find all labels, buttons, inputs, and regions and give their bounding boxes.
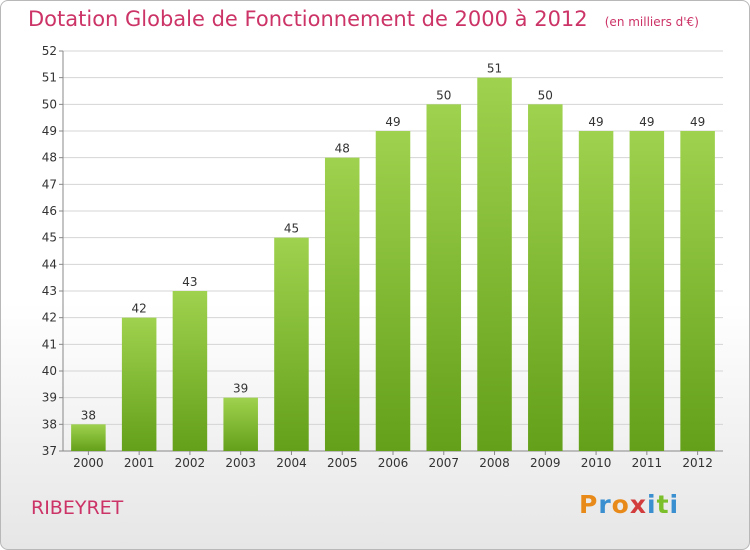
x-tick-label: 2001 xyxy=(124,456,155,470)
data-label: 49 xyxy=(639,115,654,129)
y-tick-label: 38 xyxy=(42,417,57,431)
labels: 37 38 39 40 41 42 43 44 45 46 47 48 49 50 51 52 38 2000 42… xyxy=(42,44,713,470)
x-tick-label: 2004 xyxy=(276,456,307,470)
data-label: 50 xyxy=(436,88,451,102)
bar-2006 xyxy=(375,131,411,451)
y-tick-label: 48 xyxy=(42,151,57,165)
y-tick-label: 44 xyxy=(42,257,57,271)
logo-letter: i xyxy=(647,490,657,519)
commune-name: RIBEYRET xyxy=(31,497,124,519)
bars xyxy=(71,77,715,452)
logo-letter: o xyxy=(611,490,630,519)
y-tick-label: 50 xyxy=(42,97,57,111)
x-tick-label: 2008 xyxy=(479,456,510,470)
logo-letter: t xyxy=(656,490,670,519)
y-tick-label: 40 xyxy=(42,364,57,378)
y-tick-label: 37 xyxy=(42,444,57,458)
y-tick-label: 46 xyxy=(42,204,57,218)
bar-2005 xyxy=(324,157,360,451)
data-label: 49 xyxy=(690,115,705,129)
data-label: 43 xyxy=(182,275,197,289)
bar-2008 xyxy=(477,77,512,452)
x-tick-label: 2011 xyxy=(632,456,663,470)
data-label: 39 xyxy=(233,382,248,396)
y-tick-label: 42 xyxy=(42,311,57,325)
x-tick-label: 2006 xyxy=(378,456,409,470)
logo-letter: x xyxy=(629,490,647,519)
data-label: 49 xyxy=(588,115,603,129)
data-label: 51 xyxy=(487,62,502,76)
bar-2002 xyxy=(172,291,208,451)
logo-letter: P xyxy=(579,490,599,519)
data-label: 45 xyxy=(284,222,299,236)
y-tick-label: 39 xyxy=(42,391,57,405)
logo-letter: i xyxy=(669,490,680,519)
logo-letter: r xyxy=(598,490,612,519)
data-label: 48 xyxy=(335,142,350,156)
chart-title: Dotation Globale de Fonctionnement de 20… xyxy=(28,7,699,31)
bar-2009 xyxy=(528,104,563,451)
bar-2010 xyxy=(578,131,614,451)
bar-2003 xyxy=(223,397,258,451)
x-tick-label: 2002 xyxy=(175,456,206,470)
bar-2012 xyxy=(680,131,715,451)
chart-unit-label: (en milliers d'€) xyxy=(604,15,699,29)
x-tick-label: 2000 xyxy=(73,456,104,470)
x-tick-label: 2005 xyxy=(327,456,358,470)
x-tick-label: 2007 xyxy=(428,456,459,470)
x-tick-label: 2003 xyxy=(225,456,256,470)
bar-2011 xyxy=(629,131,665,451)
bar-2001 xyxy=(121,317,157,451)
y-tick-label: 52 xyxy=(42,44,57,58)
data-label: 50 xyxy=(538,88,553,102)
y-tick-label: 43 xyxy=(42,284,57,298)
y-tick-label: 41 xyxy=(42,337,57,351)
bar-2007 xyxy=(426,104,462,451)
data-label: 49 xyxy=(385,115,400,129)
x-tick-label: 2009 xyxy=(530,456,561,470)
bar-2004 xyxy=(274,237,309,451)
y-tick-label: 49 xyxy=(42,124,57,138)
y-tick-label: 47 xyxy=(42,177,57,191)
data-label: 42 xyxy=(132,302,147,316)
x-tick-label: 2012 xyxy=(682,456,713,470)
chart-title-text: Dotation Globale de Fonctionnement de 20… xyxy=(28,7,588,31)
x-tick-label: 2010 xyxy=(581,456,612,470)
bar-2000 xyxy=(71,424,106,451)
proxiti-logo: Proxiti xyxy=(579,490,679,519)
y-tick-label: 51 xyxy=(42,71,57,85)
y-tick-label: 45 xyxy=(42,231,57,245)
data-label: 38 xyxy=(81,408,96,422)
